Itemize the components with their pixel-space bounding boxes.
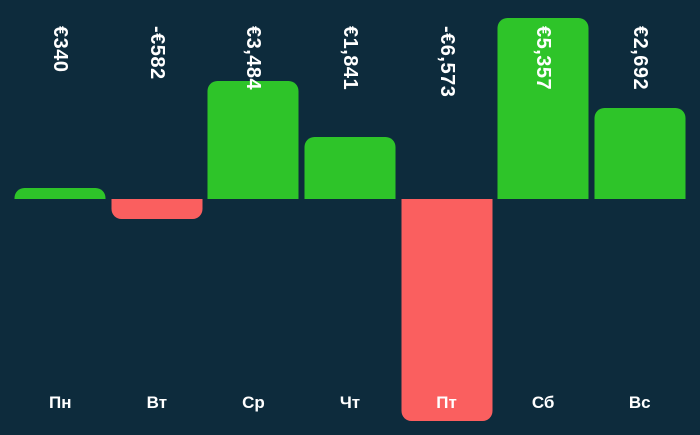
plot-area: €340 Пн -€582 Вт €3,484 Ср €1,841 Чт -€6,573 Пт €5… [12,0,688,435]
day-label: Вс [628,393,651,412]
positive-bar [14,187,106,199]
negative-bar [401,199,493,422]
positive-bar [207,81,299,199]
positive-bar [594,108,686,199]
bar-column-2: €3,484 Ср [205,0,302,435]
bar-column-4: -€6,573 Пт [398,0,495,435]
day-label: Сб [531,393,555,412]
negative-bar [111,199,203,219]
day-label: Пт [436,393,457,412]
day-label: Чт [339,393,361,412]
bar-column-6: €2,692 Вс [591,0,688,435]
positive-bar [497,17,589,199]
day-label: Пн [49,393,72,412]
bar-column-0: €340 Пн [12,0,109,435]
bar-column-5: €5,357 Сб [495,0,592,435]
day-label: Вт [146,393,168,412]
bar-column-1: -€582 Вт [109,0,206,435]
bar-column-3: €1,841 Чт [302,0,399,435]
day-label: Ср [242,393,265,412]
positive-bar [304,136,396,199]
